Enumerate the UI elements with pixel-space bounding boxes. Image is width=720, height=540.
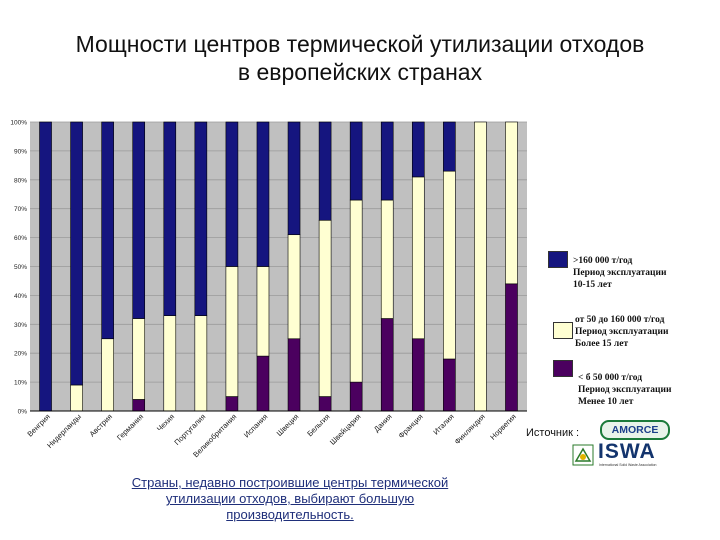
bar-segment bbox=[256, 121, 270, 267]
bar-segment bbox=[411, 176, 425, 340]
y-tick-label: 40% bbox=[14, 293, 27, 300]
legend-medium-line-2: Период эксплуатации bbox=[575, 327, 669, 337]
x-tick-label: Дания bbox=[372, 412, 394, 434]
bar-segment bbox=[194, 315, 208, 412]
bar-segment bbox=[287, 338, 301, 412]
bars bbox=[39, 121, 518, 412]
amorce-logo: AMORCE bbox=[600, 420, 670, 440]
y-tick-label: 80% bbox=[14, 177, 27, 184]
source-label: Источник : bbox=[526, 427, 580, 439]
bar-segment bbox=[411, 338, 425, 412]
bar-segment bbox=[318, 396, 332, 412]
footer-line-2: утилизации отходов, выбирают большую bbox=[165, 491, 415, 506]
bar-segment bbox=[380, 121, 394, 201]
legend-swatch-large bbox=[548, 251, 568, 268]
bar-segment bbox=[287, 121, 301, 236]
y-tick-label: 50% bbox=[14, 264, 27, 271]
legend-small-line-2: Период эксплуатации bbox=[578, 385, 672, 395]
bar-segment bbox=[101, 121, 114, 340]
title-line-1: Мощности центров термической утилизации … bbox=[75, 31, 645, 57]
iswa-subtitle: International Solid Waste Association bbox=[599, 463, 657, 467]
bar-segment bbox=[318, 219, 332, 397]
bar-segment bbox=[349, 381, 363, 412]
x-tick-label: Швеция bbox=[275, 412, 301, 438]
x-tick-label: Венгрия bbox=[25, 412, 52, 439]
bar-segment bbox=[505, 121, 518, 285]
bar-segment bbox=[443, 358, 456, 412]
bar-segment bbox=[256, 266, 270, 357]
bar-segment bbox=[225, 121, 239, 267]
footer-line-3: производительность. bbox=[226, 507, 354, 522]
bar-segment bbox=[349, 199, 363, 383]
legend-swatch-small bbox=[553, 360, 573, 377]
bar-segment bbox=[39, 121, 52, 412]
bar-segment bbox=[132, 318, 146, 400]
bar-segment bbox=[225, 396, 239, 412]
bar-segment bbox=[443, 170, 456, 360]
y-tick-label: 30% bbox=[14, 322, 27, 329]
y-tick-label: 90% bbox=[14, 148, 27, 155]
x-tick-label: Бельгия bbox=[305, 412, 331, 438]
bar-segment bbox=[474, 121, 487, 412]
legend-swatch-medium bbox=[553, 322, 573, 339]
legend-medium-text: от 50 до 160 000 т/год Период эксплуатац… bbox=[575, 314, 668, 350]
y-tick-label: 60% bbox=[14, 235, 27, 242]
bar-segment bbox=[132, 399, 146, 412]
legend-large-text: >160 000 т/год Период эксплуатации 10-15… bbox=[573, 255, 666, 291]
bar-segment bbox=[163, 315, 177, 412]
footer-note: Страны, недавно построившие центры терми… bbox=[60, 475, 520, 523]
legend-small-line-3: Менее 10 лет bbox=[578, 397, 634, 407]
bar-segment bbox=[411, 121, 425, 178]
legend-medium-line-3: Более 15 лет bbox=[575, 339, 629, 349]
x-tick-label: Испания bbox=[242, 412, 269, 439]
x-tick-label: Швейцария bbox=[328, 412, 363, 447]
footer-line-1: Страны, недавно построившие центры терми… bbox=[131, 475, 449, 490]
legend-small-text: < б 50 000 т/год Период эксплуатации Мен… bbox=[578, 372, 671, 408]
bar-segment bbox=[505, 283, 518, 412]
bar-segment bbox=[380, 318, 394, 412]
bar-segment bbox=[380, 199, 394, 319]
y-tick-label: 100% bbox=[10, 120, 27, 127]
y-tick-label: 70% bbox=[14, 206, 27, 213]
bar-segment bbox=[225, 266, 239, 397]
legend-large-line-2: Период эксплуатации bbox=[573, 268, 667, 278]
y-tick-label: 0% bbox=[18, 409, 28, 416]
iswa-wordmark: ISWA bbox=[598, 440, 656, 463]
x-tick-label: Италия bbox=[431, 412, 455, 436]
x-tick-label: Франция bbox=[397, 412, 425, 440]
globe-icon bbox=[572, 444, 594, 466]
title-line-2: в европейских странах bbox=[237, 59, 483, 85]
bar-segment bbox=[101, 338, 114, 412]
bar-segment bbox=[70, 121, 83, 386]
legend-small-line-1: < б 50 000 т/год bbox=[578, 373, 643, 383]
bar-segment bbox=[132, 121, 146, 319]
y-tick-label: 20% bbox=[14, 351, 27, 358]
bar-segment bbox=[163, 121, 177, 316]
x-tick-label: Германия bbox=[115, 412, 145, 442]
y-axis-ticks: 0% 10% 20% 30% 40% 50% 60% 70% 80% 90% 100% bbox=[10, 120, 27, 416]
bar-segment bbox=[70, 384, 83, 412]
bar-segment bbox=[443, 121, 456, 172]
iswa-logo: ISWA International Solid Waste Associati… bbox=[572, 440, 677, 470]
bar-segment bbox=[194, 121, 208, 316]
legend-large-line-1: >160 000 т/год bbox=[573, 256, 633, 266]
y-tick-label: 10% bbox=[14, 380, 27, 387]
legend-medium-line-1: от 50 до 160 000 т/год bbox=[575, 315, 665, 325]
x-tick-label: Австрия bbox=[88, 412, 115, 439]
bar-segment bbox=[287, 234, 301, 340]
bar-segment bbox=[318, 121, 332, 221]
x-tick-label: Норвегия bbox=[488, 412, 518, 442]
legend-large-line-3: 10-15 лет bbox=[573, 280, 612, 290]
x-tick-label: Чехия bbox=[155, 412, 176, 433]
slide-title: Мощности центров термической утилизации … bbox=[0, 30, 720, 86]
x-tick-label: Финляндия bbox=[453, 412, 487, 446]
bar-segment bbox=[349, 121, 363, 201]
bar-segment bbox=[256, 355, 270, 412]
